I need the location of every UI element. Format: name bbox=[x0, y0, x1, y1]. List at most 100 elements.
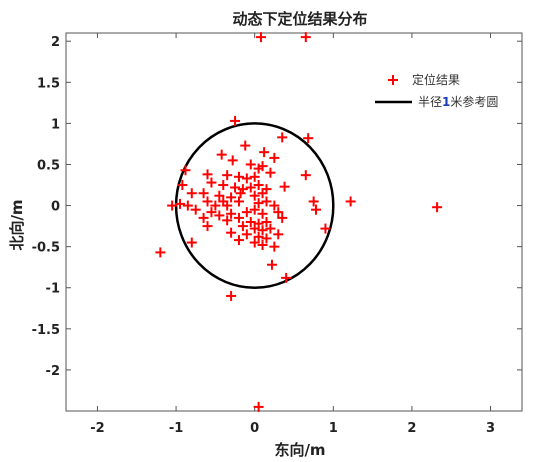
data-point bbox=[308, 196, 319, 207]
data-point bbox=[345, 196, 356, 207]
data-point bbox=[269, 152, 280, 163]
chart-title: 动态下定位结果分布 bbox=[232, 10, 367, 28]
data-point bbox=[300, 170, 311, 181]
data-point bbox=[237, 221, 248, 232]
y-tick-label: -0.5 bbox=[32, 241, 60, 256]
data-point bbox=[202, 169, 213, 180]
data-point bbox=[257, 208, 268, 219]
data-point bbox=[255, 32, 266, 43]
data-point bbox=[265, 167, 276, 178]
y-tick-label: 1.5 bbox=[37, 76, 60, 91]
data-point bbox=[261, 233, 272, 244]
x-tick-label: -2 bbox=[90, 421, 104, 436]
y-tick-label: -1 bbox=[46, 282, 60, 297]
data-point bbox=[218, 180, 229, 191]
data-point bbox=[214, 190, 225, 201]
legend-circle-number: 1 bbox=[442, 95, 450, 109]
data-point bbox=[245, 182, 256, 193]
data-point bbox=[303, 133, 314, 144]
legend-circle-suffix: 米参考圆 bbox=[450, 94, 498, 109]
data-point bbox=[311, 204, 322, 215]
x-tick-label: 1 bbox=[329, 421, 338, 436]
data-point bbox=[300, 32, 311, 43]
data-point bbox=[241, 207, 252, 218]
data-point bbox=[253, 231, 264, 242]
data-point bbox=[257, 225, 268, 236]
x-tick-label: 0 bbox=[250, 421, 259, 436]
data-point bbox=[190, 204, 201, 215]
data-point bbox=[182, 200, 193, 211]
data-point bbox=[214, 210, 225, 221]
data-point bbox=[233, 212, 244, 223]
data-point bbox=[186, 237, 197, 248]
legend-point-marker bbox=[388, 75, 398, 85]
data-point bbox=[210, 200, 221, 211]
data-point bbox=[206, 207, 217, 218]
data-point bbox=[273, 229, 284, 240]
data-point bbox=[233, 235, 244, 246]
data-point bbox=[269, 241, 280, 252]
y-tick-label: 0 bbox=[51, 200, 60, 215]
plot-area bbox=[65, 32, 523, 412]
data-point bbox=[226, 192, 237, 203]
data-point bbox=[235, 188, 246, 199]
data-point bbox=[281, 272, 292, 283]
y-tick-label: 0.5 bbox=[37, 158, 60, 173]
data-point bbox=[249, 237, 260, 248]
data-point bbox=[249, 171, 260, 182]
data-point bbox=[241, 173, 252, 184]
data-point bbox=[233, 196, 244, 207]
data-point bbox=[432, 202, 443, 213]
data-point bbox=[226, 227, 237, 238]
data-point bbox=[198, 212, 209, 223]
data-point bbox=[266, 259, 277, 270]
data-point bbox=[277, 212, 288, 223]
data-point bbox=[202, 196, 213, 207]
data-point bbox=[180, 165, 191, 176]
data-point bbox=[227, 155, 238, 166]
data-point bbox=[253, 163, 264, 174]
data-point bbox=[261, 217, 272, 227]
data-point bbox=[202, 221, 213, 232]
data-point bbox=[245, 159, 256, 170]
data-point bbox=[265, 223, 276, 234]
y-axis-label: 北向/m bbox=[8, 199, 26, 250]
data-point bbox=[186, 188, 197, 199]
data-point bbox=[253, 198, 264, 209]
legend-circle-prefix: 半径 bbox=[418, 95, 442, 109]
data-point bbox=[241, 229, 252, 240]
legend-points-label: 定位结果 bbox=[412, 72, 460, 87]
data-point bbox=[198, 188, 209, 199]
data-point bbox=[245, 217, 256, 227]
y-tick-label: -1.5 bbox=[32, 323, 60, 338]
y-tick-label: 2 bbox=[51, 35, 60, 50]
legend-circle-label: 半径1米参考圆 bbox=[418, 94, 498, 109]
data-point bbox=[222, 200, 233, 211]
x-axis-label: 东向/m bbox=[274, 441, 325, 459]
data-point bbox=[167, 200, 178, 211]
data-point bbox=[257, 240, 268, 251]
y-tick-label: 1 bbox=[51, 117, 60, 132]
data-point bbox=[206, 177, 217, 188]
legend: 定位结果 半径1米参考圆 bbox=[375, 72, 498, 109]
data-point bbox=[155, 247, 166, 258]
data-point bbox=[261, 196, 272, 207]
data-point bbox=[253, 180, 264, 191]
data-point bbox=[216, 149, 227, 160]
x-tick-label: -1 bbox=[169, 421, 183, 436]
data-point bbox=[249, 190, 260, 201]
data-point bbox=[175, 198, 185, 209]
data-point bbox=[249, 223, 260, 234]
data-point bbox=[273, 207, 284, 218]
axis-ticks: -2 -1 0 1 2 3 -2 -1.5 -1 -0.5 0 0.5 1 1.5 2 bbox=[32, 33, 522, 436]
data-point bbox=[226, 290, 237, 301]
x-tick-label: 2 bbox=[407, 421, 416, 436]
data-point bbox=[240, 140, 251, 151]
points-layer bbox=[155, 32, 443, 412]
data-point bbox=[226, 208, 237, 219]
data-point bbox=[259, 147, 270, 158]
data-point bbox=[249, 204, 260, 215]
x-tick-label: 3 bbox=[486, 421, 495, 436]
data-point bbox=[222, 170, 233, 181]
